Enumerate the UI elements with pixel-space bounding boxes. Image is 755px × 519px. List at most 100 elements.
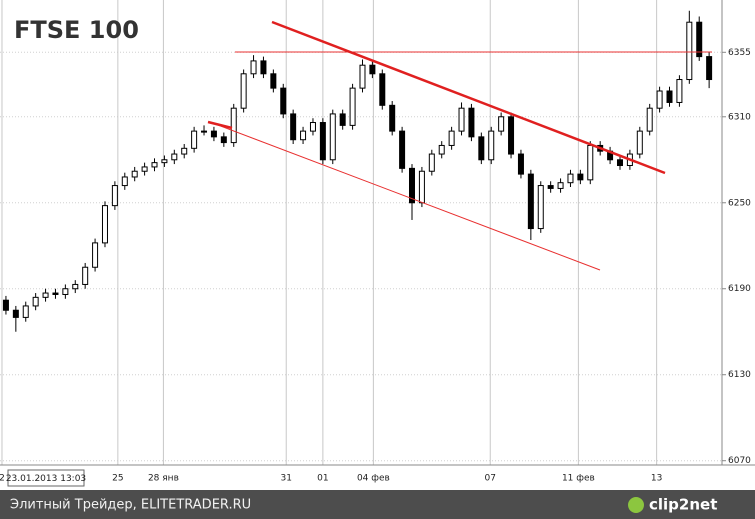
candle-body bbox=[706, 56, 713, 81]
y-tick-label: 6355 bbox=[728, 48, 751, 58]
candle-body bbox=[42, 292, 49, 298]
cursor-label: 23.01.2013 13:03 bbox=[6, 474, 86, 484]
candle-body bbox=[191, 130, 198, 149]
chart-title: FTSE 100 bbox=[14, 16, 139, 44]
candle-body bbox=[82, 266, 89, 285]
candle-body bbox=[498, 116, 505, 132]
candle-body bbox=[62, 288, 69, 295]
candle-body bbox=[547, 185, 554, 189]
candle-body bbox=[141, 166, 148, 172]
candle-body bbox=[389, 104, 396, 132]
candle-body bbox=[537, 185, 544, 230]
candle-body bbox=[666, 90, 673, 103]
x-tick-label: 2 bbox=[0, 474, 5, 484]
candle-body bbox=[686, 21, 693, 81]
candle-body bbox=[72, 283, 79, 290]
candle-body bbox=[636, 130, 643, 155]
y-tick-label: 6190 bbox=[728, 284, 751, 294]
candle-body bbox=[478, 136, 485, 161]
candle-body bbox=[676, 79, 683, 103]
channel-stub bbox=[207, 120, 233, 130]
candle-body bbox=[448, 130, 455, 146]
candle-body bbox=[131, 170, 138, 178]
candle-body bbox=[171, 153, 178, 161]
candle-body bbox=[101, 205, 108, 244]
logo-icon bbox=[628, 497, 644, 513]
candle-body bbox=[468, 107, 475, 138]
candle-body bbox=[438, 144, 445, 155]
y-tick-label: 6070 bbox=[728, 456, 751, 466]
candle-body bbox=[210, 130, 217, 138]
candle-body bbox=[399, 130, 406, 169]
candle-body bbox=[458, 107, 465, 132]
candle-body bbox=[696, 21, 703, 58]
candle-body bbox=[319, 122, 326, 161]
candle-body bbox=[379, 73, 386, 106]
candle-body bbox=[557, 182, 564, 189]
candle-body bbox=[359, 64, 366, 89]
y-axis: 6355 6310 6250 6190 6130 6070 bbox=[722, 48, 751, 466]
x-tick-label: 25 bbox=[112, 474, 123, 484]
candle-body bbox=[646, 107, 653, 132]
candle-body bbox=[2, 299, 9, 311]
y-tick-label: 6310 bbox=[728, 112, 751, 122]
upper-channel-line bbox=[271, 20, 666, 175]
candle-body bbox=[428, 153, 435, 172]
candle-body bbox=[151, 162, 158, 168]
x-tick-label: 07 bbox=[485, 474, 496, 484]
candle-body bbox=[656, 90, 663, 109]
candle-body bbox=[517, 153, 524, 175]
candle-body bbox=[409, 167, 416, 204]
candle-body bbox=[92, 242, 99, 268]
candle-body bbox=[508, 116, 515, 155]
x-tick-label: 01 bbox=[317, 474, 328, 484]
candle-body bbox=[309, 122, 316, 132]
lower-channel-line bbox=[209, 121, 601, 271]
candle-body bbox=[240, 73, 247, 109]
candle-body bbox=[349, 87, 356, 126]
candle-body bbox=[260, 60, 267, 75]
candle-body bbox=[270, 73, 277, 89]
candle-body bbox=[52, 292, 59, 295]
candle-body bbox=[111, 185, 118, 207]
x-tick-label: 11 фев bbox=[562, 474, 595, 484]
x-tick-label: 13 bbox=[651, 474, 662, 484]
candle-body bbox=[220, 136, 227, 144]
x-tick-label: 31 bbox=[280, 474, 291, 484]
background bbox=[0, 0, 755, 490]
candle-body bbox=[418, 170, 425, 204]
x-tick-label: 28 янв bbox=[148, 474, 179, 484]
candle-body bbox=[527, 173, 534, 230]
candle-body bbox=[32, 296, 39, 307]
candle-body bbox=[369, 64, 376, 75]
candle-body bbox=[616, 159, 623, 167]
cursor-label-box bbox=[7, 469, 85, 487]
candle-body bbox=[161, 159, 168, 164]
candle-body bbox=[339, 113, 346, 126]
candle-body bbox=[201, 130, 208, 133]
candle-body bbox=[567, 173, 574, 184]
candle-body bbox=[121, 176, 128, 187]
logo-text: clip2net bbox=[649, 496, 717, 514]
candle-body bbox=[587, 144, 594, 181]
candles bbox=[2, 10, 713, 332]
candle-body bbox=[230, 107, 237, 144]
candle-body bbox=[280, 87, 287, 115]
candle-body bbox=[290, 113, 297, 141]
trend-lines bbox=[207, 20, 712, 271]
footer-source: Элитный Трейдер, ELITETRADER.RU bbox=[10, 498, 251, 513]
y-tick-label: 6130 bbox=[728, 370, 751, 380]
x-tick-label: 04 фев bbox=[357, 474, 390, 484]
candle-body bbox=[12, 309, 19, 318]
candle-body bbox=[300, 130, 307, 141]
candle-body bbox=[577, 173, 584, 181]
candle-body bbox=[488, 130, 495, 161]
candle-body bbox=[329, 113, 336, 161]
y-tick-label: 6250 bbox=[728, 198, 751, 208]
x-axis: 2 25 28 янв 31 01 04 фев 07 11 фев 13 bbox=[0, 474, 662, 484]
candle-body bbox=[250, 60, 257, 75]
candle-body bbox=[22, 305, 29, 318]
grid bbox=[0, 0, 722, 465]
candle-body bbox=[181, 147, 188, 155]
